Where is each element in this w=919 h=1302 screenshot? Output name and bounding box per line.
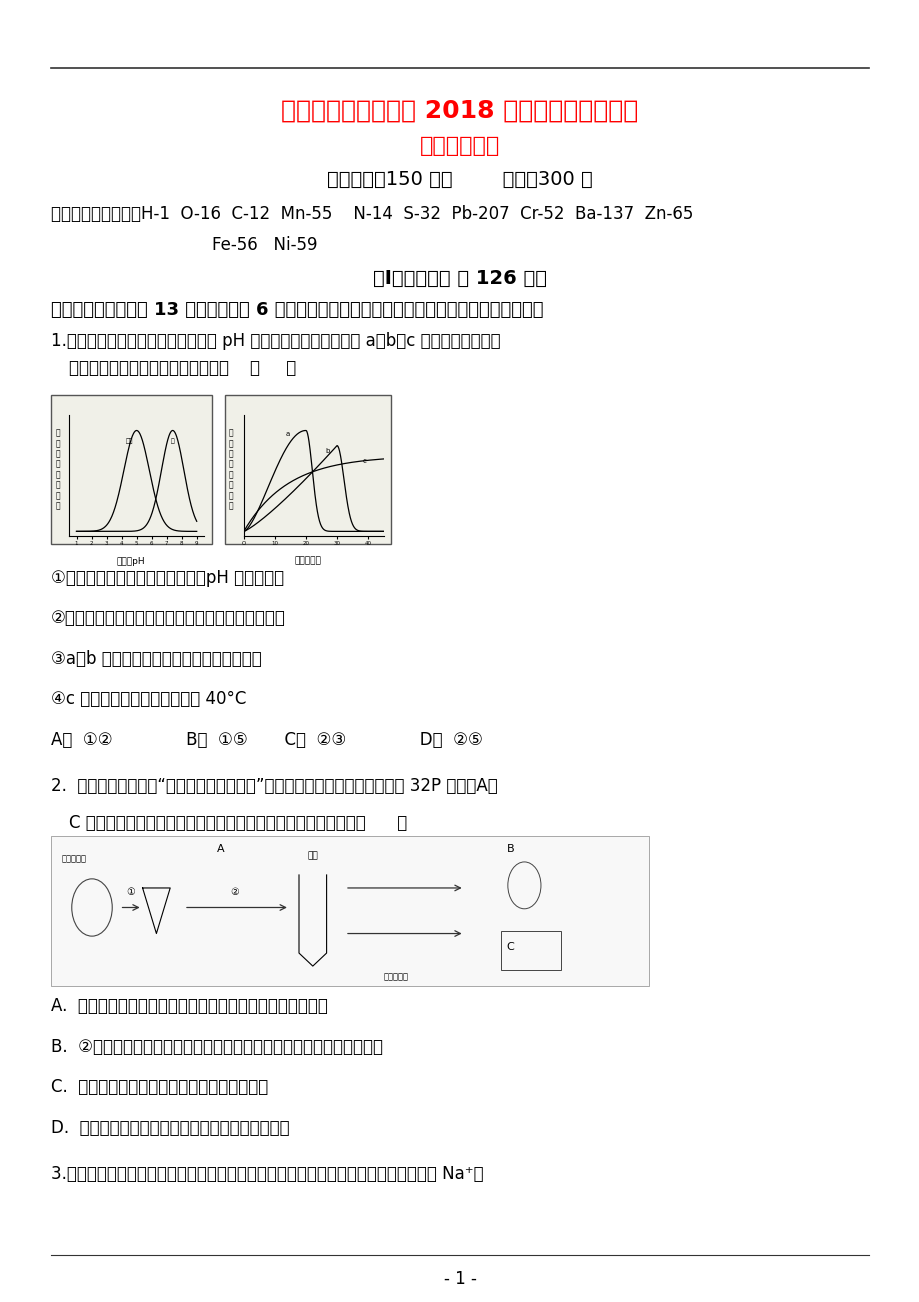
Text: 3.盐碱地中生活的某种植物，其细胞的液泡膜上有一种载体蛋白，能将细胞质基质中的 Na⁺逆: 3.盐碱地中生活的某种植物，其细胞的液泡膜上有一种载体蛋白，能将细胞质基质中的 … bbox=[51, 1165, 482, 1184]
Text: ④c 酶的最适温度应等于或大于 40°C: ④c 酶的最适温度应等于或大于 40°C bbox=[51, 690, 245, 708]
Text: B: B bbox=[506, 844, 514, 854]
Text: 可能用到的原子量：H-1  O-16  C-12  Mn-55    N-14  S-32  Pb-207  Cr-52  Ba-137  Zn-65: 可能用到的原子量：H-1 O-16 C-12 Mn-55 N-14 S-32 P… bbox=[51, 204, 692, 223]
Bar bbox=[501, 931, 561, 970]
Text: ①: ① bbox=[126, 887, 135, 897]
Text: B.  ②过程需要一定的温度和时间，如时间过长，沉淠物的放射性会增强: B. ②过程需要一定的温度和时间，如时间过长，沉淠物的放射性会增强 bbox=[51, 1038, 382, 1056]
Bar bbox=[51, 395, 211, 544]
Text: A．  ①②              B．  ①⑤       C．  ②③              D．  ②⑤: A． ①② B． ①⑤ C． ②③ D． ②⑤ bbox=[51, 730, 482, 749]
Text: Fe-56   Ni-59: Fe-56 Ni-59 bbox=[211, 236, 317, 254]
Text: 一、单选题（本题共 13 小题，每小题 6 分。在每小题给出的四个选项中只有一项符合题目要求）: 一、单选题（本题共 13 小题，每小题 6 分。在每小题给出的四个选项中只有一项… bbox=[51, 301, 542, 319]
Text: 度的影响的情况。下列说法正确的是    （     ）: 度的影响的情况。下列说法正确的是 （ ） bbox=[69, 359, 296, 378]
Text: 离心: 离心 bbox=[307, 852, 318, 859]
Text: A.  噌菌体增殖过程需要的能量主要由大肠杆菌的线粒体产生: A. 噌菌体增殖过程需要的能量主要由大肠杆菌的线粒体产生 bbox=[51, 997, 327, 1016]
Text: 亲代噌菌体: 亲代噌菌体 bbox=[62, 855, 86, 863]
Text: D.  噌菌体和大肠杆菌的遗传均不遵循基因分离定律: D. 噌菌体和大肠杆菌的遗传均不遵循基因分离定律 bbox=[51, 1118, 289, 1137]
Text: （乙）温度: （乙）温度 bbox=[294, 557, 322, 565]
Text: 甘肃省兰州第一中学 2018 届高三冲刺模拟试题: 甘肃省兰州第一中学 2018 届高三冲刺模拟试题 bbox=[281, 99, 638, 122]
Text: - 1 -: - 1 - bbox=[443, 1269, 476, 1288]
Text: ③a、b 酶活性相同时，温度对酶的影响相同: ③a、b 酶活性相同时，温度对酶的影响相同 bbox=[51, 650, 261, 668]
Text: C.  该实验中产生的子代噌菌体多数具有放射性: C. 该实验中产生的子代噌菌体多数具有放射性 bbox=[51, 1078, 267, 1096]
Text: 第Ⅰ卷（选择题 共 126 分）: 第Ⅰ卷（选择题 共 126 分） bbox=[372, 270, 547, 288]
Text: C: C bbox=[506, 941, 514, 952]
Text: ②: ② bbox=[230, 887, 239, 897]
Text: ②若环境由中性变成酸性，人淠粉酶的活性逐渐升高: ②若环境由中性变成酸性，人淠粉酶的活性逐渐升高 bbox=[51, 609, 285, 628]
Text: 1.图甲表示人和植物的淠粉酶在不同 pH 条件下的活性，图乙表示 a、b、c 三种酶的活性受温: 1.图甲表示人和植物的淠粉酶在不同 pH 条件下的活性，图乙表示 a、b、c 三… bbox=[51, 332, 500, 350]
Text: 酶
活
性
（
相
对
値
）: 酶 活 性 （ 相 对 値 ） bbox=[228, 428, 233, 510]
Text: 子代噌菌体: 子代噌菌体 bbox=[382, 973, 408, 980]
Text: （甲）pH: （甲）pH bbox=[117, 557, 145, 565]
Text: 2.  赫尔希和蔡斯做了“噌菌体侵染大肠杆菌”的实验。下图中亲代噌菌体已用 32P 标记，A、: 2. 赫尔希和蔡斯做了“噌菌体侵染大肠杆菌”的实验。下图中亲代噌菌体已用 32P… bbox=[51, 777, 497, 796]
Text: C 中的方框代表大肠杆菌。下列关于本实验的有关叙述正确的是（      ）: C 中的方框代表大肠杆菌。下列关于本实验的有关叙述正确的是（ ） bbox=[69, 814, 407, 832]
Text: 理科综合试卷: 理科综合试卷 bbox=[419, 135, 500, 156]
Text: A: A bbox=[217, 844, 224, 854]
Bar bbox=[51, 836, 648, 986]
Text: 考试时间：150 分钟        满分：300 分: 考试时间：150 分钟 满分：300 分 bbox=[327, 171, 592, 189]
Text: 酶
活
性
（
相
对
値
）: 酶 活 性 （ 相 对 値 ） bbox=[55, 428, 61, 510]
Bar bbox=[225, 395, 391, 544]
Text: ①植物和人的淠粉酶活性相同时，pH 也可以相同: ①植物和人的淠粉酶活性相同时，pH 也可以相同 bbox=[51, 569, 283, 587]
